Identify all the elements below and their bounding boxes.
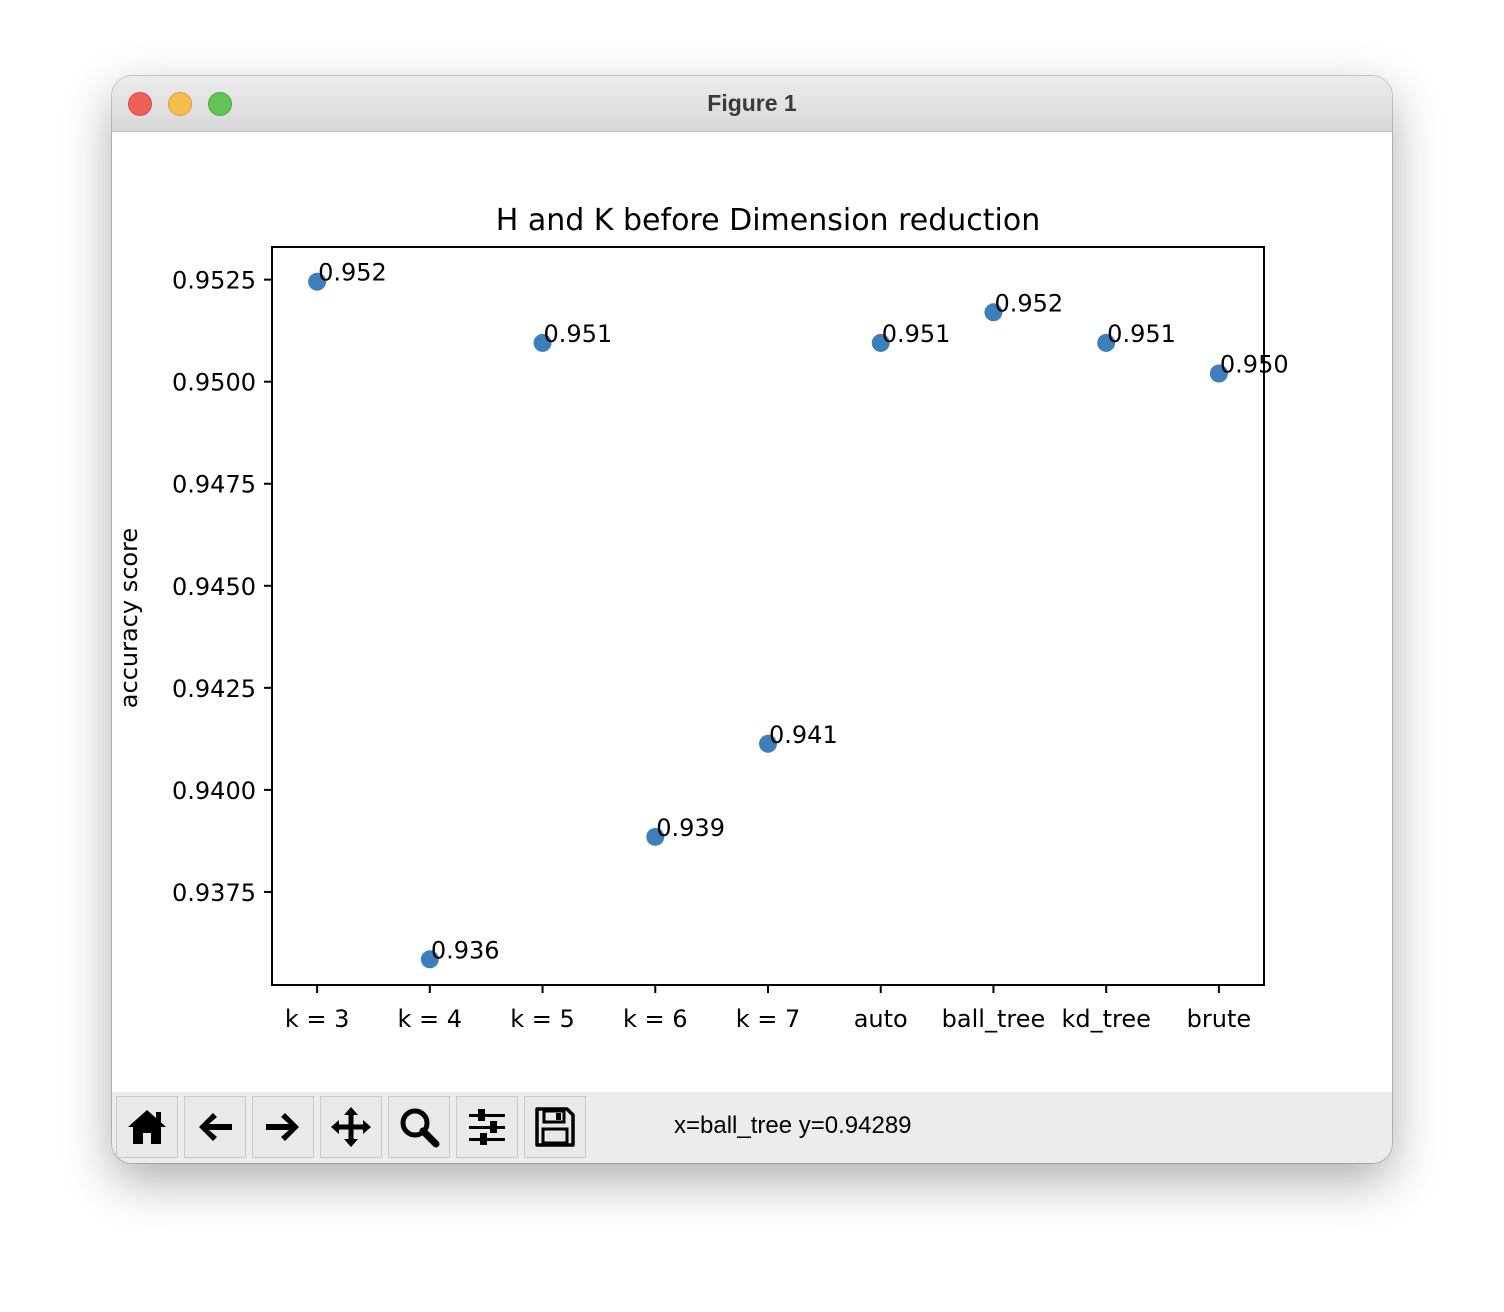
title-bar: Figure 1 [112, 76, 1392, 132]
close-button[interactable] [128, 92, 152, 116]
data-point [420, 950, 439, 969]
data-point [871, 333, 890, 352]
data-label: 0.952 [318, 259, 387, 287]
y-tick-label: 0.9375 [172, 879, 256, 907]
navigation-toolbar: x=ball_tree y=0.94289 [112, 1092, 1392, 1163]
back-icon [199, 1113, 232, 1141]
data-label: 0.936 [431, 936, 500, 964]
x-tick-label: brute [1187, 1005, 1252, 1033]
cursor-coordinates: x=ball_tree y=0.94289 [674, 1112, 912, 1139]
data-label: 0.939 [656, 814, 725, 842]
data-point [1097, 333, 1116, 352]
point-labels: 0.952 0.936 0.951 0.939 0.941 0.951 0.952 0.951… [318, 259, 1289, 965]
y-tick-label: 0.9525 [172, 267, 256, 295]
data-label: 0.952 [994, 289, 1063, 317]
y-tick-label: 0.9425 [172, 675, 256, 703]
chart-title: H and K before Dimension reduction [496, 203, 1041, 238]
x-tick-label: kd_tree [1061, 1005, 1150, 1033]
home-button[interactable] [116, 1096, 178, 1158]
data-label: 0.950 [1220, 351, 1289, 379]
x-tick-label: ball_tree [942, 1005, 1046, 1033]
y-tick-label: 0.9500 [172, 369, 256, 397]
data-point [308, 272, 327, 291]
y-axis: 0.9375 0.9400 0.9425 0.9450 0.9475 0.9500 0.95… [172, 267, 272, 907]
y-axis-label: accuracy score [115, 528, 143, 708]
save-button[interactable] [524, 1096, 586, 1158]
figure-window: Figure 1 H and K before Dimension reduct… [112, 76, 1392, 1163]
data-point [759, 734, 777, 753]
pan-icon [331, 1107, 371, 1147]
data-label: 0.951 [1107, 320, 1176, 348]
x-tick-label: auto [854, 1005, 908, 1033]
x-axis: k = 3 k = 4 k = 5 k = 6 k = 7 auto ball_tree kd… [285, 985, 1251, 1033]
forward-icon [266, 1113, 299, 1141]
configure-icon [469, 1109, 505, 1145]
window-title: Figure 1 [707, 90, 797, 116]
y-tick-label: 0.9400 [172, 777, 256, 805]
x-tick-label: k = 7 [736, 1005, 801, 1033]
x-tick-label: k = 6 [623, 1005, 688, 1033]
data-point [984, 303, 1003, 322]
data-label: 0.951 [882, 320, 951, 348]
y-tick-label: 0.9475 [172, 471, 256, 499]
zoom-button[interactable] [388, 1096, 450, 1158]
save-icon [535, 1107, 575, 1147]
zoom-icon [400, 1108, 440, 1148]
pan-button[interactable] [320, 1096, 382, 1158]
x-tick-label: k = 3 [285, 1005, 350, 1033]
chart-canvas[interactable]: H and K before Dimension reduction accur… [112, 132, 1392, 1092]
data-point [1209, 364, 1228, 383]
forward-button[interactable] [252, 1096, 314, 1158]
plot-area [271, 246, 1265, 986]
minimize-button[interactable] [168, 92, 192, 116]
back-button[interactable] [184, 1096, 246, 1158]
data-label: 0.941 [769, 721, 838, 749]
y-tick-label: 0.9450 [172, 573, 256, 601]
x-tick-label: k = 5 [510, 1005, 575, 1033]
configure-button[interactable] [456, 1096, 518, 1158]
data-label: 0.951 [544, 320, 613, 348]
home-icon [128, 1110, 166, 1144]
zoom-window-button[interactable] [208, 92, 232, 116]
data-point [646, 827, 665, 846]
data-point [533, 333, 552, 352]
x-tick-label: k = 4 [398, 1005, 463, 1033]
scatter-points [308, 272, 1228, 969]
